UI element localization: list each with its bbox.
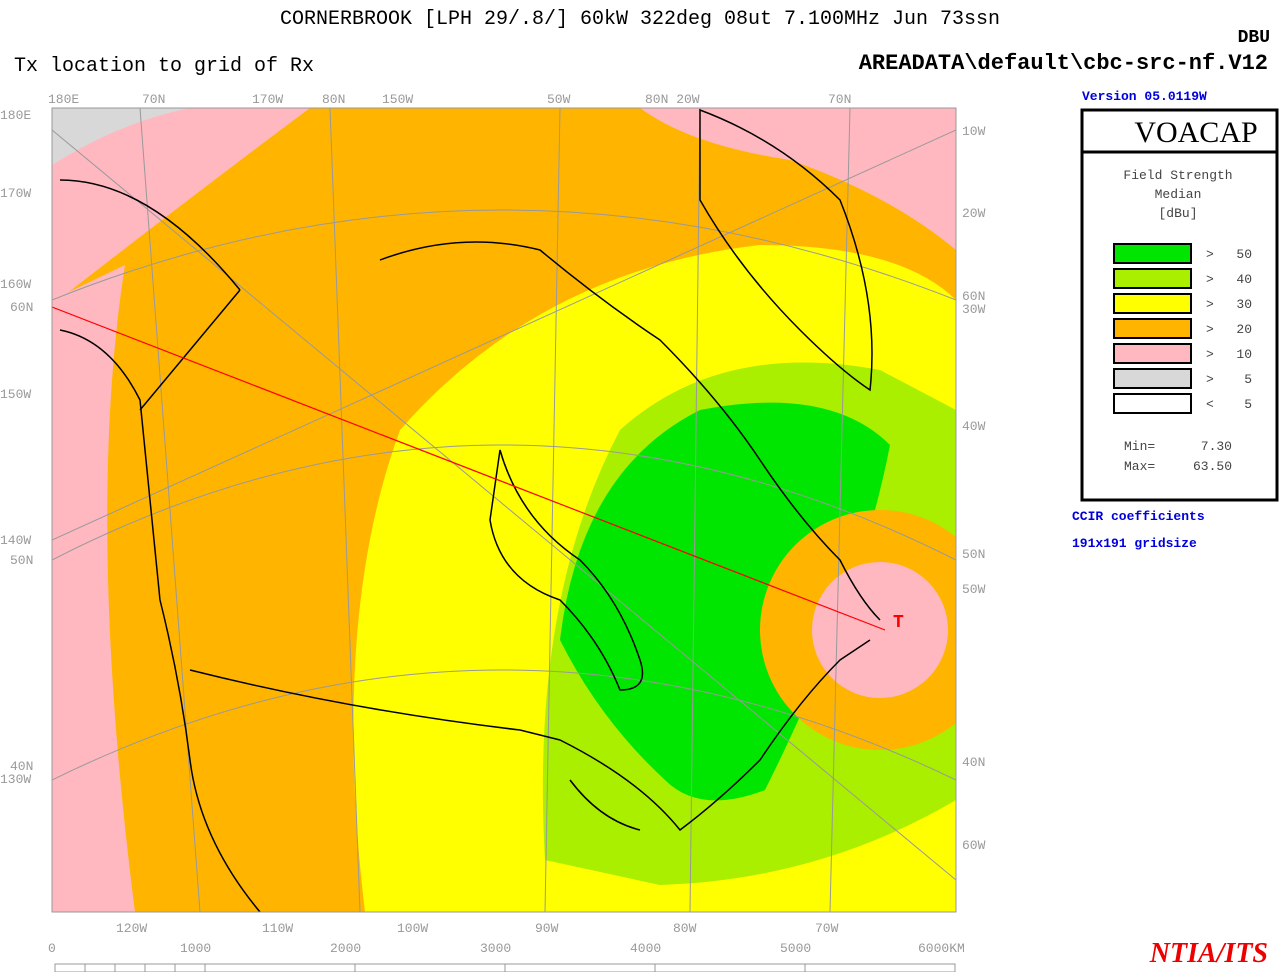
legend-swatch — [1113, 318, 1192, 339]
axis-label: 180E — [0, 108, 31, 123]
title: CORNERBROOK [LPH 29/.8/] 60kW 322deg 08u… — [280, 8, 1000, 31]
axis-label: 80N — [322, 92, 345, 107]
axis-label: 10W — [962, 124, 986, 139]
band-10 — [640, 108, 956, 250]
legend-sign: > — [1206, 347, 1214, 362]
axis-label: 60N — [962, 289, 985, 304]
axis-label: 50N — [10, 553, 33, 568]
map-frame — [51, 107, 957, 913]
file-path: AREADATA\default\cbc-src-nf.V12 — [859, 51, 1268, 76]
axis-label: 20W — [962, 206, 986, 221]
legend-swatch — [1113, 343, 1192, 364]
legend-heading: Median — [1155, 187, 1202, 202]
axis-label: 110W — [262, 921, 293, 936]
legend: VOACAP Min= 7.30 Max= 63.50 — [1080, 108, 1279, 502]
max-value: 63.50 — [1193, 459, 1232, 474]
legend-swatch — [1113, 268, 1192, 289]
axis-label: 40W — [962, 419, 986, 434]
tx-marker: T — [893, 613, 904, 633]
band-10 — [812, 562, 948, 698]
legend-level: 40 — [1236, 272, 1252, 287]
axis-label: 6000KM — [918, 941, 965, 956]
axis-label: 180E — [48, 92, 79, 107]
axis-label: 120W — [116, 921, 147, 936]
legend-swatch — [1113, 243, 1192, 264]
legend-sign: < — [1206, 397, 1214, 412]
legend-level: 30 — [1236, 297, 1252, 312]
legend-sign: > — [1206, 247, 1214, 262]
axis-label: 4000 — [630, 941, 661, 956]
min-label: Min= — [1124, 439, 1155, 454]
legend-title: VOACAP — [1134, 116, 1257, 149]
legend-sign: > — [1206, 297, 1214, 312]
legend-swatch — [1113, 293, 1192, 314]
axis-label: 70N — [828, 92, 851, 107]
axis-label: 30W — [962, 302, 986, 317]
axis-label: 90W — [535, 921, 559, 936]
map: T — [51, 107, 957, 913]
subtitle: Tx location to grid of Rx — [14, 55, 314, 78]
axis-label: 170W — [0, 186, 31, 201]
axis-label: 130W — [0, 772, 31, 787]
axis-label: 150W — [0, 387, 31, 402]
legend-sign: > — [1206, 272, 1214, 287]
units: DBU — [1238, 28, 1270, 48]
axis-label: 170W — [252, 92, 283, 107]
band-5 — [52, 108, 190, 165]
axis-label: 140W — [0, 533, 31, 548]
axis-label: 2000 — [330, 941, 361, 956]
legend-heading: [dBu] — [1158, 206, 1197, 221]
legend-swatch — [1113, 368, 1192, 389]
legend-swatch — [1113, 393, 1192, 414]
band-10 — [52, 108, 310, 305]
axis-label: 160W — [0, 277, 31, 292]
axis-label: 60N — [10, 300, 33, 315]
field-map: T — [52, 108, 956, 912]
graticule — [52, 108, 956, 912]
axis-label: 50N — [962, 547, 985, 562]
great-circle-path — [52, 306, 886, 631]
axis-label: 60W — [962, 838, 986, 853]
version: Version 05.0119W — [1082, 89, 1207, 104]
scale-bar — [54, 963, 956, 973]
axis-label: 80N 20W — [645, 92, 700, 107]
axis-label: 80W — [673, 921, 697, 936]
note: 191x191 gridsize — [1072, 536, 1197, 551]
legend-level: 5 — [1244, 372, 1252, 387]
axis-label: 3000 — [480, 941, 511, 956]
axis-label: 5000 — [780, 941, 811, 956]
axis-label: 1000 — [180, 941, 211, 956]
axis-label: 70N — [142, 92, 165, 107]
footer-logo: NTIA/ITS — [1149, 938, 1268, 969]
axis-label: 0 — [48, 941, 56, 956]
legend-level: 5 — [1244, 397, 1252, 412]
band-10 — [52, 265, 135, 912]
coastline — [59, 108, 881, 912]
legend-level: 10 — [1236, 347, 1252, 362]
axis-label: 50W — [547, 92, 571, 107]
legend-sign: > — [1206, 372, 1214, 387]
axis-label: 150W — [382, 92, 413, 107]
legend-sign: > — [1206, 322, 1214, 337]
axis-label: 40N — [10, 759, 33, 774]
legend-heading: Field Strength — [1123, 168, 1232, 183]
max-label: Max= — [1124, 459, 1155, 474]
note: CCIR coefficients — [1072, 509, 1205, 524]
band-50 — [560, 402, 890, 801]
legend-level: 20 — [1236, 322, 1252, 337]
min-value: 7.30 — [1201, 439, 1232, 454]
axis-label: 50W — [962, 582, 986, 597]
axis-label: 70W — [815, 921, 839, 936]
legend-level: 50 — [1236, 247, 1252, 262]
axis-label: 40N — [962, 755, 985, 770]
axis-label: 100W — [397, 921, 428, 936]
